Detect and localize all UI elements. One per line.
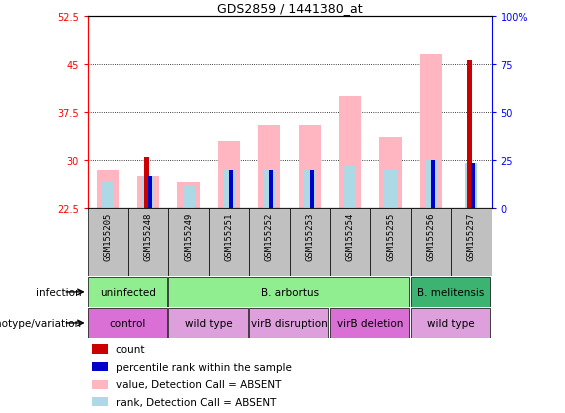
Text: GSM155248: GSM155248 [144,212,153,260]
Bar [467,61,472,209]
Bar [344,167,356,209]
Text: B. melitensis: B. melitensis [418,287,485,297]
Bar [168,278,409,307]
Bar [92,362,108,371]
Bar [290,209,330,277]
Bar [249,209,289,277]
Text: GSM155251: GSM155251 [224,212,233,260]
Text: genotype/variation: genotype/variation [0,318,82,328]
Bar [218,141,240,209]
Bar [88,209,128,277]
Title: GDS2859 / 1441380_at: GDS2859 / 1441380_at [217,2,362,15]
Bar [182,186,194,209]
Bar [339,97,361,209]
Bar [92,397,108,406]
Bar [431,161,435,209]
Text: GSM155254: GSM155254 [346,212,355,260]
Bar [88,278,167,307]
Bar [411,308,490,338]
Bar [168,308,247,338]
Text: uninfected: uninfected [100,287,156,297]
Bar [263,170,275,209]
Text: B. arbortus: B. arbortus [260,287,319,297]
Bar [258,125,280,209]
Bar [102,183,114,209]
Bar [209,209,249,277]
Text: GSM155256: GSM155256 [427,212,436,260]
Text: count: count [116,344,145,354]
Bar [148,177,152,209]
Bar [144,157,149,209]
Bar [92,380,108,389]
Text: GSM155252: GSM155252 [265,212,274,260]
Bar [168,209,209,277]
Text: rank, Detection Call = ABSENT: rank, Detection Call = ABSENT [116,397,276,407]
Bar [97,170,119,209]
Bar [380,138,402,209]
Text: GSM155257: GSM155257 [467,212,476,260]
Bar [330,209,371,277]
Text: infection: infection [36,287,82,297]
Bar [310,170,314,209]
Bar [177,183,199,209]
Bar [304,170,316,209]
Bar [471,164,475,209]
Text: virB deletion: virB deletion [337,318,403,328]
Bar [411,209,451,277]
Bar [270,170,273,209]
Text: GSM155255: GSM155255 [386,212,395,260]
Bar [411,278,490,307]
Text: wild type: wild type [427,318,475,328]
Bar [92,344,108,354]
Bar [229,170,233,209]
Text: value, Detection Call = ABSENT: value, Detection Call = ABSENT [116,379,281,389]
Bar [420,55,442,209]
Text: GSM155253: GSM155253 [305,212,314,260]
Text: GSM155205: GSM155205 [103,212,112,260]
Bar [299,125,321,209]
Text: control: control [110,318,146,328]
Bar [137,177,159,209]
Bar [249,308,328,338]
Bar [223,170,235,209]
Text: virB disruption: virB disruption [251,318,328,328]
Bar [88,308,167,338]
Bar [142,177,154,209]
Bar [371,209,411,277]
Bar [425,161,437,209]
Bar [128,209,168,277]
Text: GSM155249: GSM155249 [184,212,193,260]
Bar [451,209,492,277]
Text: wild type: wild type [185,318,233,328]
Bar [385,170,397,209]
Bar [330,308,409,338]
Bar [466,164,477,209]
Text: percentile rank within the sample: percentile rank within the sample [116,362,292,372]
